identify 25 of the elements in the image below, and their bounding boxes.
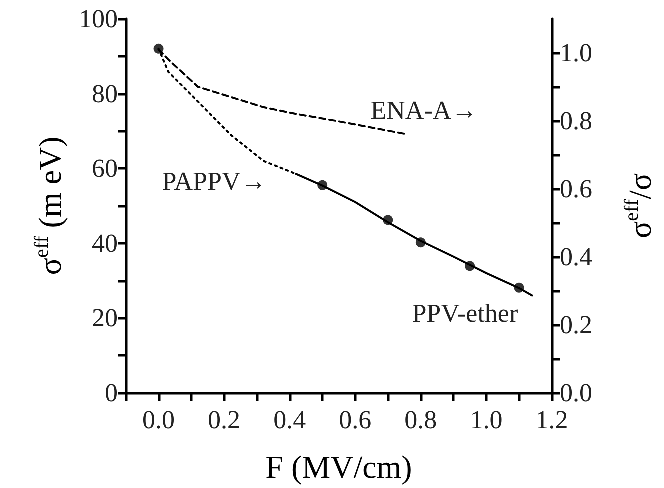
x-axis-title: F (MV/cm): [266, 449, 412, 485]
y-tick-label: 40: [92, 228, 118, 258]
x-tick-label: 0.8: [404, 406, 438, 434]
y2-tick-label: 0.0: [560, 378, 592, 408]
y2-axis-title: σeff/σ: [621, 173, 658, 239]
y2-tick-label: 0.6: [560, 174, 592, 204]
x-tick-label: 0.0: [142, 406, 176, 434]
x-tick-label: 0.4: [274, 406, 306, 434]
x-tick-label: 1.2: [536, 406, 568, 434]
y-tick-label: 20: [92, 304, 118, 333]
x-tick-label: 0.6: [339, 406, 372, 434]
y2-tick-label: 0.2: [560, 310, 592, 340]
x-tick-label: 0.2: [208, 406, 241, 434]
y2-tick-label: 1.0: [560, 38, 592, 68]
y2-tick-label: 0.8: [560, 106, 592, 136]
annotation: PAPPV→: [162, 166, 267, 196]
y-tick-label: 0: [105, 378, 118, 408]
annotation: PPV-ether: [412, 298, 518, 328]
y-tick-label: 80: [92, 79, 118, 108]
y-tick-label: 100: [79, 4, 118, 34]
y2-tick-label: 0.4: [560, 242, 592, 272]
x-tick-label: 1.0: [470, 406, 503, 434]
y-tick-label: 60: [92, 154, 118, 184]
y-axis-title: σeff (m eV): [31, 136, 68, 276]
annotation: ENA-A→: [370, 96, 478, 126]
